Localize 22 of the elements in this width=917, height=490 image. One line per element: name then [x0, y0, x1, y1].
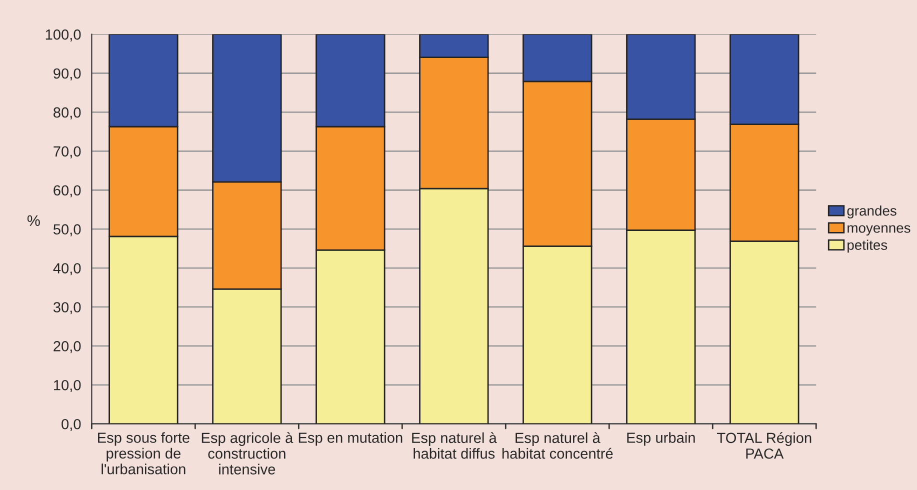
y-tick-label: 100,0	[46, 29, 81, 42]
y-tick-label: 70,0	[54, 146, 81, 158]
x-tick-label: TOTAL Région PACA	[717, 432, 812, 459]
x-tick-label: Esp naturel à habitat diffus	[412, 432, 497, 459]
y-tick-label: 20,0	[54, 341, 81, 354]
x-tick-label: Esp urbain	[627, 432, 695, 446]
y-tick-label: 10,0	[54, 380, 81, 392]
y-tick-label: 30,0	[53, 302, 81, 314]
y-tick-label: 50,0	[53, 224, 81, 236]
x-tick-label: Esp sous forte pression de l'urbanisation	[98, 432, 190, 474]
y-axis-title: %	[27, 215, 40, 226]
legend-label: grandes	[847, 205, 896, 218]
y-tick-label: 80,0	[54, 107, 81, 120]
legend-label: moyennes	[848, 225, 910, 236]
y-tick-label: 60,0	[54, 185, 81, 198]
legend-label: petites	[848, 240, 888, 253]
x-tick-label: Esp en mutation	[298, 432, 402, 446]
y-tick-label: 90,0	[54, 68, 81, 80]
x-tick-label: Esp naturel à habitat concentré	[502, 432, 613, 459]
x-tick-label: Esp agricole à construction intensive	[202, 432, 294, 474]
y-tick-label: 0,0	[62, 418, 81, 431]
y-tick-label: 40,0	[53, 263, 81, 276]
